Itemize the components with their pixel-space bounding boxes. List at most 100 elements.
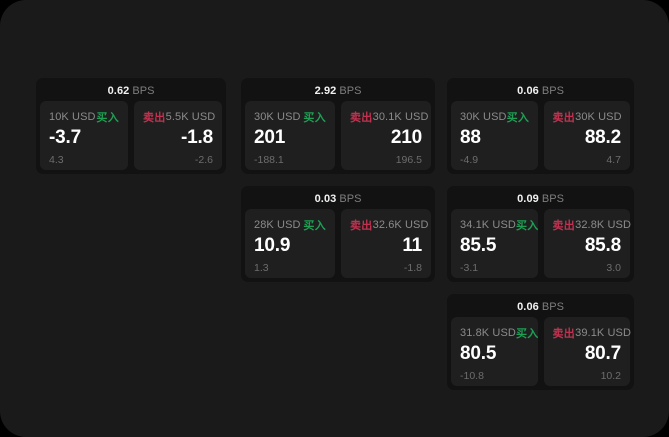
quote-card[interactable]: 0.06 BPS 31.8K USD 买入 80.5 -10.8 卖出 39.1K USD 80… — [447, 294, 634, 390]
price-value: 88.2 — [584, 127, 621, 148]
delta-value: 10.2 — [600, 370, 621, 382]
card-header: 0.09 BPS — [451, 190, 630, 209]
sell-tag: 卖出 — [143, 111, 166, 124]
card-header: 0.03 BPS — [245, 190, 431, 209]
card-header: 0.06 BPS — [451, 82, 630, 101]
sell-tag: 卖出 — [552, 327, 576, 340]
buy-panel[interactable]: 30K USD 买入 88 -4.9 — [451, 101, 538, 170]
sell-panel[interactable]: 卖出 32.6K USD 11 -1.8 — [341, 209, 431, 278]
price-value: 85.5 — [460, 235, 497, 256]
sell-tag: 卖出 — [350, 111, 373, 124]
quote-card-grid: 0.62 BPS 10K USD 买入 -3.7 4.3 卖出 5.5K USD -1.8 -2.… — [36, 78, 634, 390]
delta-value: -1.8 — [403, 262, 422, 274]
card-header: 2.92 BPS — [245, 82, 431, 101]
quote-card[interactable]: 0.62 BPS 10K USD 买入 -3.7 4.3 卖出 5.5K USD -1.8 -2.… — [36, 78, 226, 174]
quote-card[interactable]: 2.92 BPS 30K USD 买入 201 -188.1 卖出 30.1K USD 210 1… — [241, 78, 435, 174]
price-value: 201 — [254, 127, 286, 148]
sell-panel[interactable]: 卖出 30K USD 88.2 4.7 — [543, 101, 630, 170]
quote-sides: 10K USD 买入 -3.7 4.3 卖出 5.5K USD -1.8 -2.6 — [40, 101, 222, 170]
notional-amount: 28K USD — [254, 218, 301, 231]
bps-value: 0.62 — [107, 85, 130, 97]
notional-amount: 10K USD — [49, 110, 96, 123]
side-header: 34.1K USD 买入 — [460, 218, 538, 232]
bps-value: 0.06 — [517, 85, 539, 97]
price-value: -3.7 — [49, 127, 81, 148]
side-header: 30K USD 买入 — [254, 110, 326, 124]
quote-card[interactable]: 0.09 BPS 34.1K USD 买入 85.5 -3.1 卖出 32.8K USD 85.… — [447, 186, 634, 282]
notional-amount: 30K USD — [575, 110, 622, 123]
price-value: 210 — [390, 127, 422, 148]
buy-tag: 买入 — [515, 219, 539, 232]
price-value: 85.8 — [584, 235, 621, 256]
side-header: 卖出 39.1K USD — [552, 326, 631, 340]
price-value: 10.9 — [254, 235, 291, 256]
notional-amount: 39.1K USD — [575, 326, 632, 339]
notional-amount: 32.6K USD — [372, 218, 429, 231]
notional-amount: 5.5K USD — [165, 110, 216, 123]
price-value: -1.8 — [181, 127, 213, 148]
notional-amount: 31.8K USD — [460, 326, 516, 339]
quote-sides: 30K USD 买入 201 -188.1 卖出 30.1K USD 210 196.5 — [245, 101, 431, 170]
quote-sides: 30K USD 买入 88 -4.9 卖出 30K USD 88.2 4.7 — [451, 101, 630, 170]
side-header: 卖出 32.8K USD — [552, 218, 631, 232]
quote-sides: 31.8K USD 买入 80.5 -10.8 卖出 39.1K USD 80.7 10.2 — [451, 317, 631, 386]
buy-tag: 买入 — [96, 111, 119, 124]
delta-value: 1.3 — [254, 262, 269, 274]
sell-tag: 卖出 — [350, 219, 373, 232]
quote-column: 0.62 BPS 10K USD 买入 -3.7 4.3 卖出 5.5K USD -1.8 -2.… — [36, 78, 226, 186]
side-header: 卖出 30.1K USD — [350, 110, 428, 124]
buy-tag: 买入 — [303, 219, 326, 232]
card-header: 0.62 BPS — [40, 82, 222, 101]
side-header: 31.8K USD 买入 — [460, 326, 538, 340]
quote-column: 2.92 BPS 30K USD 买入 201 -188.1 卖出 30.1K USD 210 1… — [241, 78, 435, 294]
notional-amount: 34.1K USD — [460, 218, 516, 231]
quote-card[interactable]: 0.03 BPS 28K USD 买入 10.9 1.3 卖出 32.6K USD 11 -1.8 — [241, 186, 435, 282]
delta-value: -2.6 — [194, 154, 213, 166]
bps-unit-label: BPS — [339, 193, 362, 205]
buy-tag: 买入 — [515, 327, 539, 340]
notional-amount: 32.8K USD — [575, 218, 632, 231]
bps-value: 2.92 — [314, 85, 337, 97]
delta-value: -188.1 — [254, 154, 284, 166]
buy-tag: 买入 — [506, 111, 530, 124]
quote-sides: 28K USD 买入 10.9 1.3 卖出 32.6K USD 11 -1.8 — [245, 209, 431, 278]
quote-card[interactable]: 0.06 BPS 30K USD 买入 88 -4.9 卖出 30K USD 88.2 4.7 — [447, 78, 634, 174]
bps-unit-label: BPS — [541, 85, 564, 97]
delta-value: -4.9 — [460, 154, 479, 166]
card-header: 0.06 BPS — [451, 298, 630, 317]
buy-panel[interactable]: 10K USD 买入 -3.7 4.3 — [40, 101, 128, 170]
sell-tag: 卖出 — [552, 111, 576, 124]
buy-panel[interactable]: 28K USD 买入 10.9 1.3 — [245, 209, 335, 278]
bps-value: 0.06 — [517, 301, 539, 313]
delta-value: 196.5 — [395, 154, 422, 166]
side-header: 卖出 32.6K USD — [350, 218, 428, 232]
bps-unit-label: BPS — [132, 85, 155, 97]
buy-panel[interactable]: 30K USD 买入 201 -188.1 — [245, 101, 335, 170]
sell-panel[interactable]: 卖出 5.5K USD -1.8 -2.6 — [134, 101, 222, 170]
notional-amount: 30K USD — [460, 110, 507, 123]
side-header: 30K USD 买入 — [460, 110, 530, 124]
price-value: 80.5 — [460, 343, 497, 364]
bps-value: 0.03 — [314, 193, 337, 205]
buy-panel[interactable]: 34.1K USD 买入 85.5 -3.1 — [451, 209, 538, 278]
sell-panel[interactable]: 卖出 30.1K USD 210 196.5 — [341, 101, 431, 170]
delta-value: -3.1 — [460, 262, 479, 274]
bps-unit-label: BPS — [541, 193, 564, 205]
price-value: 88 — [460, 127, 481, 148]
notional-amount: 30K USD — [254, 110, 301, 123]
quote-sides: 34.1K USD 买入 85.5 -3.1 卖出 32.8K USD 85.8 3.0 — [451, 209, 631, 278]
sell-panel[interactable]: 卖出 32.8K USD 85.8 3.0 — [543, 209, 631, 278]
bps-unit-label: BPS — [339, 85, 362, 97]
sell-panel[interactable]: 卖出 39.1K USD 80.7 10.2 — [543, 317, 631, 386]
price-value: 80.7 — [584, 343, 621, 364]
notional-amount: 30.1K USD — [372, 110, 429, 123]
buy-panel[interactable]: 31.8K USD 买入 80.5 -10.8 — [451, 317, 538, 386]
side-header: 28K USD 买入 — [254, 218, 326, 232]
delta-value: -10.8 — [460, 370, 484, 382]
price-value: 11 — [402, 235, 422, 256]
bps-unit-label: BPS — [541, 301, 564, 313]
delta-value: 4.7 — [606, 154, 621, 166]
side-header: 卖出 30K USD — [552, 110, 622, 124]
sell-tag: 卖出 — [552, 219, 576, 232]
